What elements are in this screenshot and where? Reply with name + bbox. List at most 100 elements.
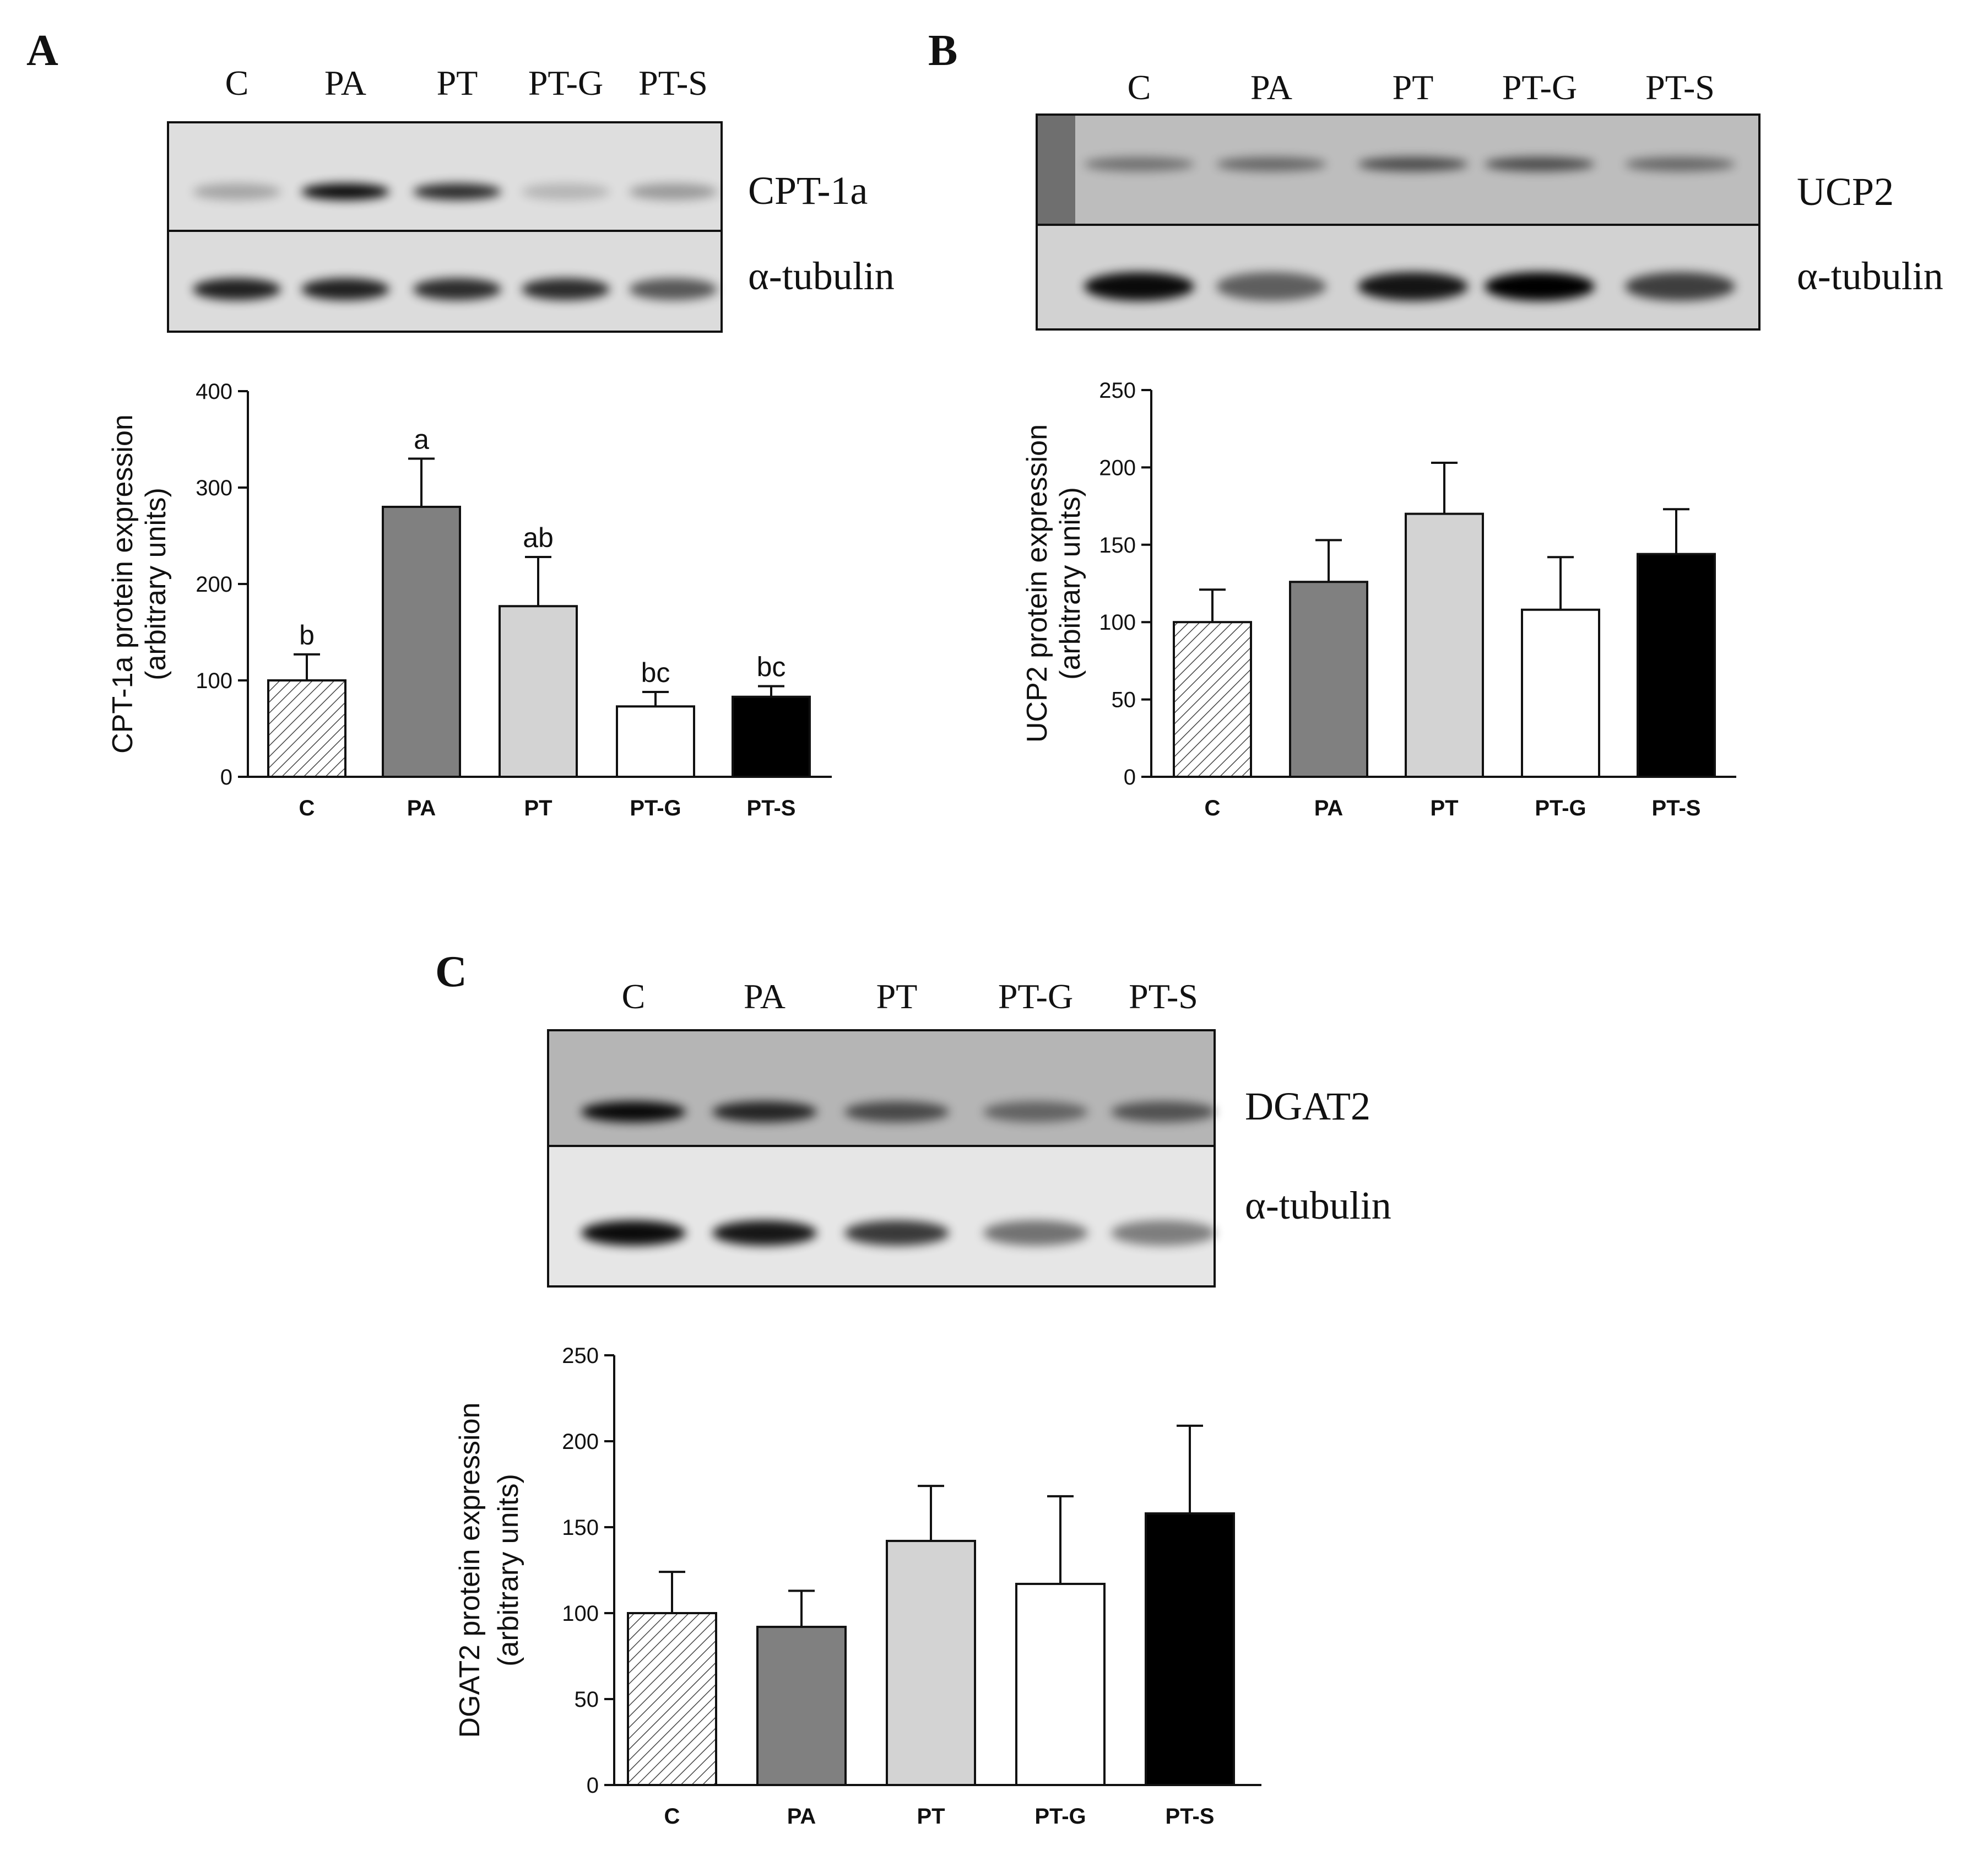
blot-label-dgat2: DGAT2 (1245, 1084, 1371, 1128)
y-tick-label: 0 (220, 765, 232, 789)
blot-label-tubulin: α-tubulin (1245, 1183, 1391, 1227)
lane-label: PT-S (638, 63, 708, 102)
blot-band (844, 1101, 949, 1122)
lane-label: PT-S (1645, 68, 1715, 107)
blot-label-cpt1a: CPT-1a (748, 169, 868, 213)
blot-band (1216, 157, 1326, 171)
x-tick-label: PA (787, 1804, 816, 1829)
blot-frame (547, 1029, 1216, 1288)
lane-label: C (225, 63, 249, 102)
western-blot-c: C PA PT PT-G PT-S DGAT2 α-tubulin (547, 977, 1391, 1288)
blot-band (712, 1101, 817, 1122)
significance-label: bc (641, 657, 670, 688)
blot-band (1485, 272, 1595, 301)
blot-band (301, 278, 389, 300)
blot-band (1216, 272, 1326, 301)
lane-label: C (622, 977, 646, 1016)
blot-band (712, 1220, 817, 1246)
y-axis-label-units: (arbitrary units) (1054, 487, 1086, 680)
blot-band (1084, 272, 1194, 301)
y-tick-label: 0 (1124, 765, 1136, 789)
y-tick-label: 100 (1099, 610, 1136, 635)
bar-pa (382, 506, 461, 778)
lane-label: PA (744, 977, 786, 1016)
lane-label: PA (324, 63, 366, 102)
bar-pt-g (616, 705, 695, 778)
panel-letter-a: A (26, 26, 58, 75)
x-tick-label: C (1205, 796, 1221, 820)
x-tick-label: PT-G (1034, 1804, 1086, 1829)
blot-band (1625, 157, 1735, 171)
panel-letter-b: B (928, 26, 957, 75)
lane-label: PA (1250, 68, 1292, 107)
blot-band (1485, 157, 1595, 171)
lane-label: PT-S (1129, 977, 1198, 1016)
x-tick-label: C (664, 1804, 680, 1829)
blot-band (522, 278, 610, 300)
blot-edge-shadow (1037, 115, 1075, 225)
blot-frame (167, 121, 723, 333)
y-axis-label-units: (arbitrary units) (492, 1474, 524, 1667)
bar-pt-s (732, 695, 811, 778)
blot-band (1111, 1101, 1216, 1122)
blot-band (1358, 157, 1468, 171)
lane-label: PT (1393, 68, 1434, 107)
x-tick-label: PT-S (1652, 796, 1701, 820)
lane-label: PT-G (528, 63, 603, 102)
western-blot-b: C PA PT PT-G PT-S UCP2 α-tubulin (1036, 68, 1943, 331)
bar-pt (1405, 512, 1484, 778)
blot-band (413, 183, 501, 200)
blot-row-bg (548, 1146, 1215, 1286)
bar-c (1173, 621, 1252, 778)
western-blot-a: C PA PT PT-G PT-S CPT-1a α-tubulin (167, 63, 895, 333)
y-axis-label: DGAT2 protein expression (454, 1403, 486, 1738)
blot-band (413, 278, 501, 300)
bar-pa (756, 1625, 847, 1786)
blot-band (983, 1220, 1088, 1246)
lane-label: PT-G (1502, 68, 1577, 107)
bar-pt (499, 605, 578, 778)
y-tick-label: 400 (196, 380, 232, 404)
blot-label-tubulin: α-tubulin (748, 254, 895, 298)
x-tick-label: PT-G (1535, 796, 1586, 820)
blot-row-bg (548, 1030, 1215, 1146)
x-tick-label: C (299, 796, 315, 820)
lane-label: C (1128, 68, 1151, 107)
significance-label: a (414, 424, 429, 455)
x-tick-label: PT-S (747, 796, 796, 820)
bar-c (627, 1612, 717, 1786)
significance-label: b (299, 620, 315, 651)
bar-pt-s (1145, 1512, 1235, 1787)
y-tick-label: 300 (196, 476, 232, 500)
blot-band (844, 1220, 949, 1246)
bar-pt-s (1637, 553, 1716, 778)
x-tick-label: PT-S (1166, 1804, 1215, 1829)
y-tick-label: 100 (196, 669, 232, 693)
y-tick-label: 0 (587, 1773, 599, 1798)
blot-band (629, 183, 717, 200)
x-tick-label: PA (407, 796, 436, 820)
x-tick-label: PT (1430, 796, 1458, 820)
lane-label: PT-G (998, 977, 1073, 1016)
y-axis-label: UCP2 protein expression (1021, 424, 1053, 743)
y-tick-label: 150 (562, 1516, 599, 1540)
bar-pt (886, 1539, 976, 1786)
y-tick-label: 100 (562, 1602, 599, 1626)
y-tick-label: 250 (562, 1344, 599, 1368)
blot-row-bg (168, 122, 722, 231)
blot-band (1084, 157, 1194, 171)
y-axis-label: CPT-1a protein expression (107, 414, 139, 754)
bar-pt-g (1015, 1582, 1106, 1786)
y-tick-label: 250 (1099, 378, 1136, 403)
significance-label: bc (757, 652, 786, 683)
y-axis-label-units: (arbitrary units) (140, 488, 172, 680)
bar-chart-cpt1a: b Ca PA ab PT bc PT-G bc PT-S 0 100 200 300 400 CPT-1a… (107, 380, 832, 820)
blot-band (629, 278, 717, 300)
blot-band (1625, 272, 1735, 301)
y-tick-label: 200 (196, 572, 232, 597)
blot-band (301, 183, 389, 200)
x-tick-label: PT (917, 1804, 945, 1829)
y-tick-label: 50 (1112, 688, 1136, 712)
blot-band (581, 1220, 686, 1246)
